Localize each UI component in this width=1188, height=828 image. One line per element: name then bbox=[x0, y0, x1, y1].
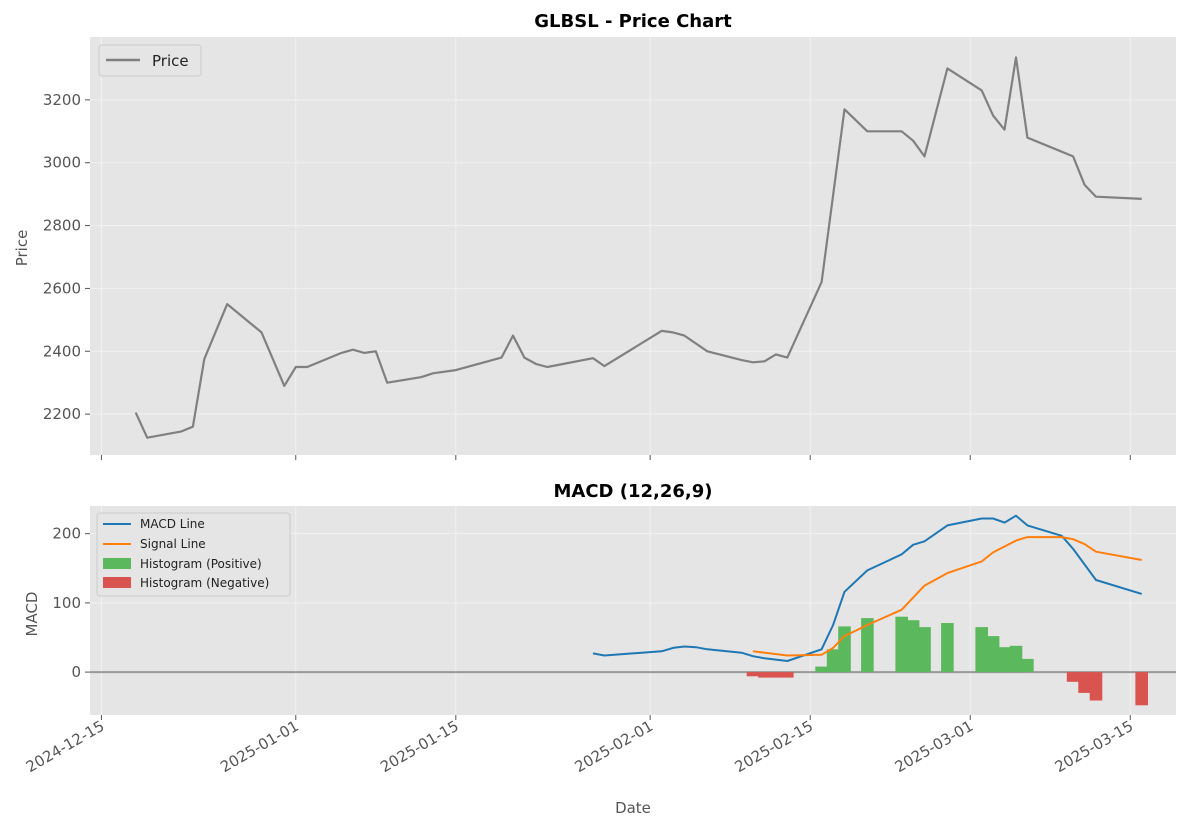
date-tick-label: 2024-12-15 bbox=[23, 717, 108, 776]
price-y-tick-label: 3000 bbox=[43, 154, 81, 172]
price-y-tick-label: 2400 bbox=[43, 342, 81, 360]
macd-legend-label-hist-negative: Histogram (Negative) bbox=[140, 576, 269, 590]
histogram-bar-positive bbox=[986, 636, 1000, 673]
macd-y-tick-label: 200 bbox=[52, 525, 81, 543]
histogram-bar-positive bbox=[906, 620, 920, 673]
histogram-bar-positive bbox=[975, 627, 988, 673]
macd-legend-swatch-hist-negative bbox=[103, 577, 131, 588]
price-legend-box bbox=[98, 44, 202, 77]
price-lines bbox=[134, 56, 1142, 439]
macd-legend-box bbox=[96, 512, 291, 597]
date-tick-label: 2025-02-15 bbox=[732, 717, 817, 776]
histogram-bar-negative bbox=[781, 672, 794, 678]
macd-x-ticks: 2024-12-15 2025-01-01 2025-01-15 2025-02-01… bbox=[23, 715, 1136, 776]
price-gridlines bbox=[90, 37, 1176, 455]
macd-legend: MACD Line Signal Line Histogram (Positiv… bbox=[96, 512, 291, 597]
macd-legend-label-hist-positive: Histogram (Positive) bbox=[140, 557, 262, 571]
histogram-bar-negative bbox=[1135, 672, 1148, 706]
histogram-bar-negative bbox=[746, 672, 760, 677]
macd-legend-label-signal: Signal Line bbox=[140, 537, 206, 551]
date-tick-label: 2025-01-01 bbox=[217, 717, 302, 776]
histogram-bar-positive bbox=[1021, 658, 1034, 672]
date-tick-label: 2025-01-15 bbox=[377, 717, 462, 776]
histogram-bar-positive bbox=[918, 627, 931, 673]
histogram-bar-positive bbox=[1009, 645, 1023, 673]
price-y-tick-label: 2200 bbox=[43, 405, 81, 423]
macd-line bbox=[592, 514, 1142, 662]
histogram-bar-positive bbox=[815, 666, 828, 673]
histogram-bar-positive bbox=[826, 649, 840, 673]
histogram-bar-negative bbox=[1066, 672, 1080, 682]
macd-legend-label-macd: MACD Line bbox=[140, 517, 205, 531]
price-chart-title: GLBSL - Price Chart bbox=[534, 11, 732, 32]
macd-y-axis-label: MACD bbox=[23, 592, 41, 637]
macd-legend-swatch-hist-positive bbox=[103, 558, 131, 569]
macd-lines bbox=[592, 514, 1142, 662]
price-plot-background bbox=[90, 37, 1176, 455]
price-y-axis-label: Price bbox=[13, 230, 31, 267]
date-tick-label: 2025-03-15 bbox=[1052, 717, 1137, 776]
price-y-tick-label: 2600 bbox=[43, 279, 81, 297]
histogram-bar-positive bbox=[895, 616, 908, 673]
price-y-tick-label: 2800 bbox=[43, 217, 81, 235]
macd-histogram-bars bbox=[746, 616, 1148, 706]
date-tick-label: 2025-02-01 bbox=[572, 717, 657, 776]
price-line bbox=[134, 56, 1142, 439]
price-legend-label: Price bbox=[152, 52, 189, 70]
macd-y-ticks: 0 100 200 bbox=[52, 525, 90, 681]
histogram-bar-negative bbox=[758, 672, 771, 678]
histogram-bar-positive bbox=[861, 618, 874, 673]
histogram-bar-positive bbox=[838, 626, 851, 673]
price-x-ticks bbox=[100, 455, 1131, 460]
histogram-bar-negative bbox=[1078, 672, 1091, 693]
price-y-tick-label: 3200 bbox=[43, 91, 81, 109]
date-tick-label: 2025-03-01 bbox=[892, 717, 977, 776]
price-panel: 2200 2400 2600 2800 3000 3200 GLBSL - Price C… bbox=[13, 11, 1176, 460]
signal-line bbox=[752, 536, 1142, 657]
histogram-bar-negative bbox=[1089, 672, 1103, 701]
macd-y-tick-label: 0 bbox=[71, 663, 81, 681]
macd-y-tick-label: 100 bbox=[52, 594, 81, 612]
x-axis-label: Date bbox=[615, 799, 651, 817]
histogram-bar-positive bbox=[941, 623, 954, 673]
histogram-bar-positive bbox=[998, 647, 1011, 673]
price-y-ticks: 2200 2400 2600 2800 3000 3200 bbox=[43, 91, 90, 423]
price-legend: Price bbox=[98, 44, 202, 77]
histogram-bar-negative bbox=[769, 672, 783, 678]
macd-chart-title: MACD (12,26,9) bbox=[553, 481, 712, 502]
